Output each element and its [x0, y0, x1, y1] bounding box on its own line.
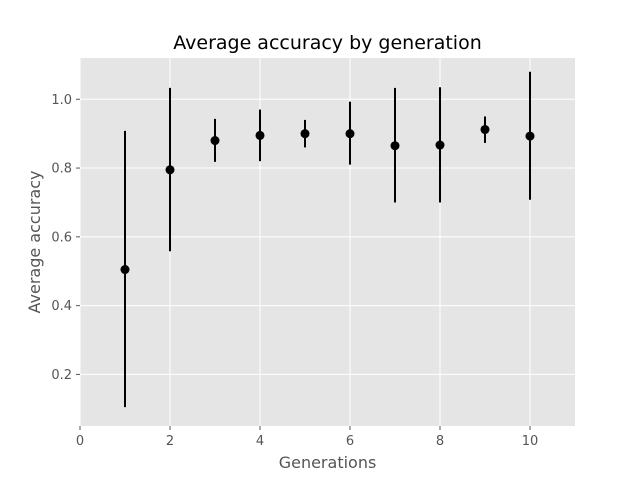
data-point	[120, 265, 130, 275]
x-axis: 0 2 4 6 8 10	[76, 426, 538, 449]
chart-title: Average accuracy by generation	[173, 32, 482, 54]
y-tick-label: 0.8	[51, 162, 72, 177]
y-axis: 0.2 0.4 0.6 0.8 1.0	[51, 93, 80, 383]
data-point	[165, 165, 175, 175]
x-tick-label: 0	[76, 434, 84, 449]
data-points	[120, 125, 535, 275]
data-point	[390, 141, 400, 151]
y-tick-label: 0.2	[51, 368, 72, 383]
plot-area	[80, 58, 575, 426]
y-tick-label: 1.0	[51, 93, 72, 108]
y-tick-label: 0.6	[51, 230, 72, 245]
y-tick-label: 0.4	[51, 299, 72, 314]
x-tick-label: 4	[256, 434, 264, 449]
y-axis-title: Average accuracy	[25, 171, 44, 314]
x-tick-label: 2	[166, 434, 174, 449]
data-point	[300, 129, 310, 139]
data-point	[480, 125, 490, 135]
x-tick-label: 10	[522, 434, 539, 449]
x-tick-label: 6	[346, 434, 354, 449]
data-point	[435, 140, 445, 150]
x-tick-label: 8	[436, 434, 444, 449]
data-point	[345, 129, 355, 139]
data-point	[255, 130, 265, 140]
data-point	[210, 136, 220, 146]
data-point	[525, 131, 535, 141]
x-axis-title: Generations	[279, 453, 377, 472]
